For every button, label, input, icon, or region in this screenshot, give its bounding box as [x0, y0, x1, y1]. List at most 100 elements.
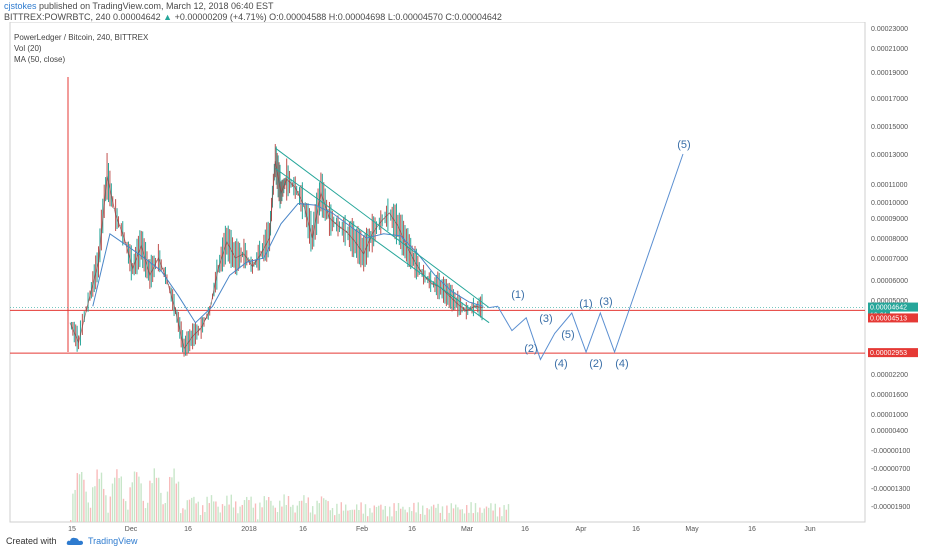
- volume-bar: [228, 504, 230, 522]
- volume-bar: [362, 513, 364, 522]
- volume-bar: [230, 494, 232, 522]
- price-axis-label: 0.00007000: [871, 256, 908, 263]
- volume-bar: [232, 507, 235, 522]
- volume-bar: [488, 507, 490, 522]
- volume-bar: [364, 504, 367, 522]
- volume-bar: [312, 506, 314, 522]
- volume-bar: [215, 501, 217, 522]
- time-axis-label: Feb: [356, 526, 368, 533]
- time-axis-label: 2018: [241, 526, 257, 533]
- volume-bar: [166, 491, 169, 522]
- time-axis-label: Jun: [804, 526, 815, 533]
- volume-bar: [347, 510, 349, 522]
- volume-axis-label: 0.00001000: [871, 412, 908, 419]
- volume-bar: [287, 496, 290, 522]
- volume-bar: [197, 501, 199, 522]
- price-tag-label: 0.00004513: [870, 315, 907, 322]
- volume-bar: [171, 477, 173, 522]
- time-axis-label: Mar: [461, 526, 474, 533]
- volume-bar: [496, 516, 499, 522]
- volume-bar: [177, 481, 180, 522]
- volume-bar: [426, 508, 428, 522]
- volume-bar: [265, 500, 268, 522]
- wave-label: (5): [677, 139, 690, 151]
- volume-bar: [424, 514, 426, 522]
- author-link[interactable]: cjstokes: [4, 1, 37, 11]
- price-axis-label: 0.00023000: [871, 26, 908, 33]
- volume-bar: [318, 503, 320, 522]
- volume-bar: [217, 506, 219, 522]
- volume-bar: [72, 493, 74, 522]
- volume-bar: [199, 515, 202, 522]
- volume-bar: [116, 469, 118, 522]
- time-axis-label: 16: [299, 526, 307, 533]
- volume-bar: [94, 486, 96, 522]
- volume-bar: [213, 501, 215, 522]
- volume-bar: [490, 503, 492, 522]
- wave-label: (5): [561, 329, 574, 341]
- volume-bar: [254, 503, 257, 522]
- volume-bar: [472, 513, 474, 522]
- volume-bar: [435, 507, 437, 522]
- volume-bar: [353, 509, 356, 522]
- volume-bar: [76, 473, 78, 522]
- volume-bar: [184, 509, 186, 522]
- volume-bar: [408, 507, 411, 522]
- volume-bar: [259, 502, 261, 522]
- volume-bar: [243, 500, 246, 522]
- volume-bar: [499, 507, 501, 522]
- volume-bar: [281, 506, 283, 522]
- volume-axis-label: 0.00000400: [871, 428, 908, 435]
- volume-bar: [140, 483, 142, 522]
- volume-bar: [100, 472, 103, 522]
- footer: Created with TradingView: [0, 534, 932, 550]
- time-axis-label: Apr: [576, 526, 588, 533]
- volume-bar: [210, 495, 213, 522]
- price-axis-label: 0.00005000: [871, 298, 908, 305]
- volume-bar: [149, 480, 151, 522]
- volume-bar: [507, 504, 510, 522]
- projection-path: [489, 153, 684, 361]
- volume-bar: [186, 500, 188, 522]
- volume-bar: [204, 512, 206, 522]
- price-axis-label: 0.00013000: [871, 152, 908, 159]
- volume-bar: [257, 519, 259, 522]
- volume-bar: [155, 477, 158, 522]
- volume-bar: [323, 498, 325, 522]
- volume-bar: [327, 501, 329, 522]
- channel-line-upper: [274, 147, 490, 309]
- volume-bar: [208, 503, 210, 522]
- volume-bar: [461, 509, 463, 522]
- volume-bar: [386, 516, 389, 522]
- price-tag-label: 0.00004642: [870, 305, 907, 312]
- volume-bar: [360, 502, 362, 522]
- volume-bar: [175, 483, 177, 522]
- price-axis-label: 0.00001600: [871, 392, 908, 399]
- volume-bar: [448, 512, 450, 522]
- close-value: C:0.00004642: [445, 12, 502, 22]
- volume-bar: [369, 508, 371, 522]
- volume-bar: [153, 468, 155, 522]
- volume-bar: [96, 469, 98, 522]
- volume-bar: [224, 505, 226, 522]
- volume-bar: [191, 497, 193, 522]
- volume-bar: [164, 503, 166, 522]
- up-arrow-icon: ▲: [163, 12, 173, 22]
- price-chart[interactable]: PowerLedger / Bitcoin, 240, BITTREX Vol …: [0, 22, 932, 534]
- price-tag-bg: [868, 302, 918, 312]
- volume-bar: [131, 482, 133, 522]
- time-axis-label: 15: [68, 526, 76, 533]
- volume-bar: [195, 503, 197, 522]
- volume-axis-label: -0.00001300: [871, 486, 910, 493]
- tradingview-logo[interactable]: TradingView: [88, 536, 138, 546]
- wave-label: (2): [524, 343, 537, 355]
- volume-bar: [83, 479, 85, 522]
- volume-bar: [133, 471, 136, 522]
- volume-bar: [89, 507, 92, 522]
- volume-bar: [411, 511, 413, 522]
- ticker-symbol: BITTREX:POWRBTC, 240: [4, 12, 111, 22]
- volume-bar: [202, 505, 204, 522]
- volume-bar: [459, 509, 461, 522]
- volume-bar: [92, 487, 94, 522]
- volume-bar: [393, 503, 395, 522]
